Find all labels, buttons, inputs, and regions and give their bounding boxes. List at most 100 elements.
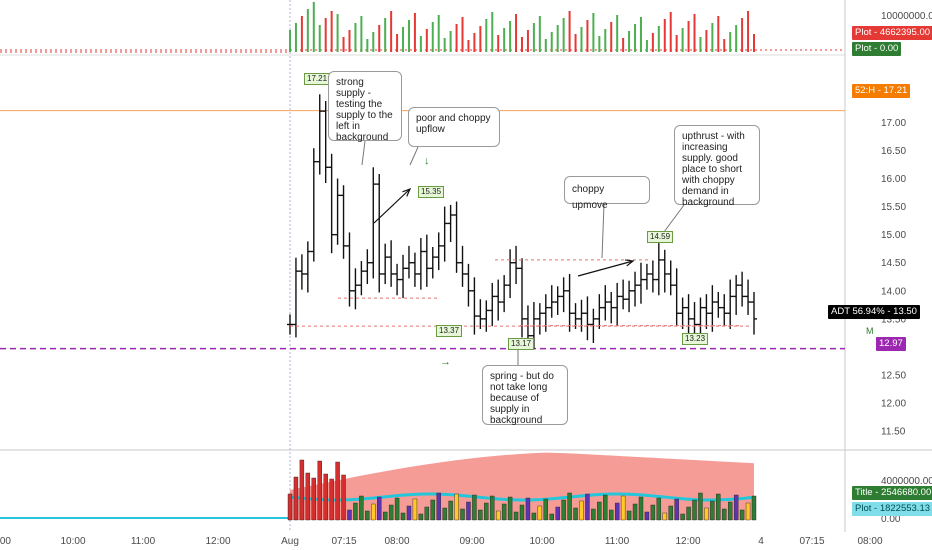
- title-label: Title: [855, 487, 873, 498]
- volume-bar: [610, 22, 613, 52]
- volume-bar: [729, 32, 732, 52]
- volume-bar: [503, 28, 506, 52]
- volume-bar: [372, 32, 375, 52]
- volume-bar: [330, 11, 333, 52]
- price-tick-label: 14.00: [881, 286, 906, 297]
- volume-bar: [479, 26, 482, 52]
- indicator-bar: [644, 511, 650, 521]
- volume-bar: [419, 36, 422, 52]
- indicator-bar: [377, 496, 382, 521]
- volume-bar: [324, 18, 327, 52]
- plot2-label: Plot: [855, 503, 872, 514]
- pointer-poor: [409, 146, 419, 166]
- volume-bar: [342, 37, 345, 52]
- indicator-bar: [650, 504, 656, 521]
- volume-bar: [461, 17, 464, 52]
- indicator-bar: [626, 510, 632, 521]
- indicator-bar: [478, 509, 483, 521]
- indicator-bar: [620, 495, 626, 521]
- plot-zero-label: Plot: [855, 43, 872, 54]
- indicator-bar: [472, 494, 477, 521]
- down-arrow-icon: ↓: [424, 155, 430, 167]
- volume-bar: [675, 35, 678, 52]
- indicator-bar: [436, 492, 441, 521]
- title-badge: Title - 2546680.00: [852, 486, 932, 500]
- indicator-bar: [299, 459, 305, 521]
- high-label: 52:H: [855, 85, 876, 96]
- volume-bar: [378, 25, 381, 52]
- indicator-bar: [448, 500, 453, 521]
- indicator-bar: [668, 505, 673, 521]
- high-value: 17.21: [883, 85, 908, 96]
- volume-bar: [574, 34, 577, 52]
- indicator-bar: [537, 505, 543, 521]
- pointer-supply: [361, 140, 366, 166]
- indicator-bar: [710, 500, 715, 521]
- time-tick-label: 08:00: [857, 536, 882, 547]
- volume-bar: [366, 39, 369, 52]
- indicator-bar: [722, 508, 727, 521]
- volume-bar: [550, 32, 553, 52]
- indicator-bar: [680, 513, 685, 521]
- time-tick-label: 07:15: [799, 536, 824, 547]
- volume-bar: [431, 22, 434, 52]
- indicator-bar: [311, 477, 316, 521]
- indicator-bar: [424, 506, 430, 521]
- indicator-bar: [728, 501, 733, 521]
- volume-bar: [735, 25, 738, 52]
- annotation-choppy: choppy upmove: [564, 176, 650, 211]
- volume-bar: [622, 38, 625, 52]
- indicator-bar: [394, 497, 400, 521]
- volume-bar: [723, 39, 726, 52]
- price-tick-label: 17.00: [881, 118, 906, 129]
- plot-top-label: Plot: [855, 27, 872, 38]
- arrow-choppy-upmove: [577, 260, 634, 277]
- volume-bar: [312, 2, 315, 52]
- volume-bar: [604, 29, 607, 52]
- tag-1459: 14.59: [647, 231, 674, 243]
- time-tick-label: Aug: [281, 536, 299, 547]
- price-tick-label: 12.00: [881, 399, 906, 410]
- price-tick-label: 15.00: [881, 230, 906, 241]
- price-panel: ↓→: [287, 94, 757, 368]
- indicator-bar: [603, 494, 608, 521]
- indicator-bar: [335, 461, 340, 521]
- indicator-bar: [561, 499, 566, 521]
- volume-bar: [289, 30, 291, 52]
- volume-bar: [741, 18, 744, 52]
- indicator-panel: [0, 452, 757, 521]
- volume-bar: [628, 31, 631, 52]
- indicator-bar: [305, 472, 311, 521]
- indicator-bar: [674, 498, 679, 521]
- volume-bar: [711, 23, 714, 52]
- volume-bar: [306, 9, 309, 52]
- indicator-bar: [716, 493, 721, 521]
- tag-1323: 13.23: [682, 333, 709, 345]
- indicator-bar: [614, 502, 620, 521]
- indicator-bar: [371, 503, 376, 521]
- indicator-bar: [632, 503, 638, 521]
- price-tick-label: 12.50: [881, 371, 906, 382]
- indicator-bar: [745, 502, 751, 521]
- indicator-bar: [341, 474, 346, 521]
- volume-tick-label: 10000000.00: [881, 11, 932, 22]
- right-arrow-icon: →: [440, 356, 451, 368]
- axes: 17.5017.0016.5016.0015.5015.0014.5014.00…: [0, 11, 932, 547]
- time-tick-label: 08:00: [384, 536, 409, 547]
- volume-bar: [300, 16, 303, 52]
- volume-bar: [634, 24, 637, 52]
- volume-bar: [437, 15, 440, 52]
- volume-bar: [384, 18, 387, 52]
- indicator-bar: [359, 495, 364, 521]
- volume-bar: [639, 17, 642, 52]
- volume-bar: [509, 21, 512, 52]
- indicator-bar: [365, 510, 370, 521]
- volume-bar: [455, 24, 458, 52]
- volume-bar: [402, 27, 405, 52]
- annotation-spring: spring - but do not take long because of…: [482, 365, 568, 426]
- volume-bar: [669, 12, 672, 52]
- price-tick-label: 11.50: [881, 427, 906, 438]
- annotation-upthrust: upthrust - with increasing supply. good …: [674, 125, 760, 208]
- indicator-bar: [442, 507, 447, 521]
- indicator-bar: [585, 493, 590, 521]
